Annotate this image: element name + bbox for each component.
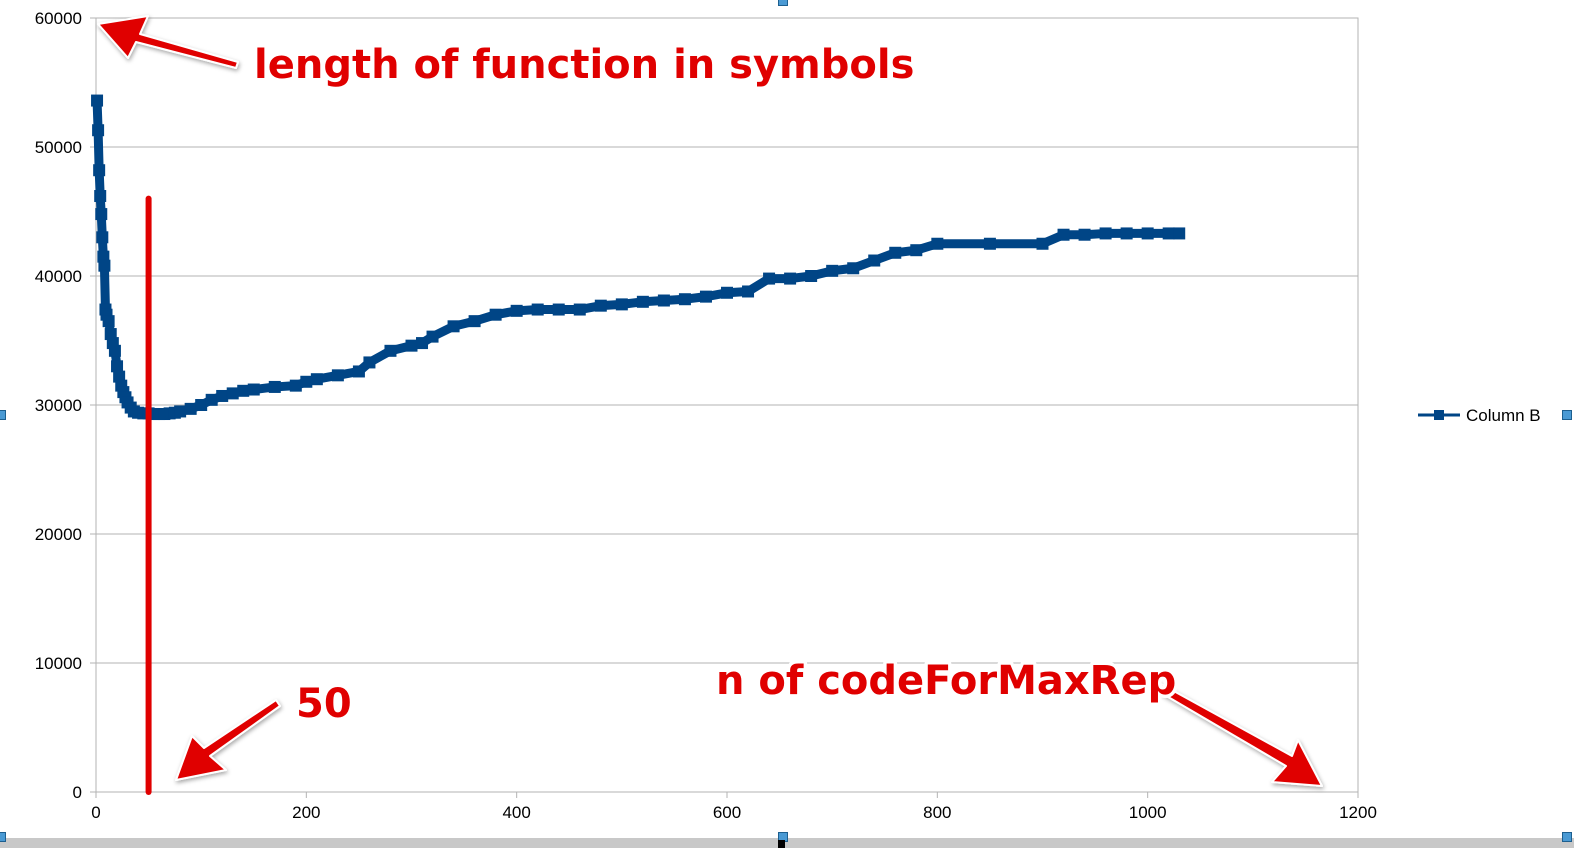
- annotation-n-of-codeformaxrep: n of codeForMaxRep: [716, 658, 1176, 704]
- series-layer: [91, 94, 1186, 421]
- data-point-0-32: [195, 399, 208, 411]
- data-point-0-70: [889, 246, 902, 259]
- data-point-0-65: [784, 272, 797, 285]
- data-point-0-0: [91, 94, 104, 107]
- selection-handle-bottom-left[interactable]: [0, 832, 6, 842]
- data-point-0-34: [216, 389, 229, 402]
- data-point-0-15: [113, 370, 126, 383]
- x-tick-label-200: 200: [292, 803, 320, 822]
- selection-handle-middle-left[interactable]: [0, 410, 6, 420]
- annotation-50: 50: [296, 681, 352, 727]
- arrow-up-left-icon: [97, 15, 239, 69]
- x-tick-label-1000: 1000: [1129, 803, 1167, 822]
- data-point-0-39: [289, 379, 302, 392]
- data-point-0-71: [910, 244, 923, 257]
- data-point-0-81: [1173, 227, 1186, 240]
- data-point-0-4: [95, 208, 108, 221]
- y-tick-label-40000: 40000: [35, 267, 82, 286]
- data-point-0-76: [1078, 228, 1091, 241]
- axis-ticks: 0 10000 20000 30000 40000 50000 60000 0 200 400 60…: [35, 9, 1377, 822]
- data-point-0-2: [93, 164, 106, 177]
- data-point-0-5: [96, 231, 109, 244]
- x-tick-label-1200: 1200: [1339, 803, 1377, 822]
- data-point-0-42: [331, 369, 344, 382]
- data-point-0-62: [721, 286, 733, 299]
- data-point-0-40: [300, 375, 313, 388]
- data-point-0-69: [868, 254, 881, 267]
- data-point-0-44: [363, 356, 376, 369]
- data-point-0-51: [489, 308, 502, 321]
- data-point-0-43: [352, 365, 365, 378]
- arrow-down-left-icon: [175, 699, 281, 781]
- y-tick-label-0: 0: [73, 783, 82, 802]
- y-tick-label-20000: 20000: [35, 525, 82, 544]
- data-point-0-7: [98, 259, 111, 272]
- window-bottom-strip: [0, 838, 1574, 848]
- data-point-0-38: [268, 380, 281, 393]
- text-cursor-marker: [778, 840, 785, 848]
- annotation-length-of-function: length of function in symbols: [254, 42, 914, 88]
- data-point-0-45: [384, 344, 397, 357]
- data-point-0-3: [94, 190, 107, 203]
- data-point-0-30: [174, 405, 187, 418]
- data-point-0-74: [1036, 237, 1049, 250]
- data-point-0-14: [111, 360, 124, 373]
- data-point-0-55: [573, 303, 586, 316]
- data-point-0-60: [678, 293, 691, 306]
- data-point-0-36: [237, 384, 250, 397]
- data-point-0-59: [657, 294, 670, 307]
- x-tick-label-400: 400: [502, 803, 530, 822]
- data-point-0-49: [447, 320, 460, 333]
- selection-handle-top-center[interactable]: [778, 0, 788, 6]
- y-tick-label-50000: 50000: [35, 138, 82, 157]
- y-tick-label-60000: 60000: [35, 9, 82, 28]
- data-point-0-61: [699, 290, 712, 303]
- data-point-0-33: [205, 393, 218, 406]
- data-point-0-73: [983, 237, 996, 250]
- data-point-0-48: [426, 330, 439, 343]
- data-point-0-41: [310, 373, 323, 386]
- data-point-0-66: [805, 270, 818, 282]
- data-point-0-53: [531, 303, 544, 316]
- data-point-0-37: [247, 383, 260, 396]
- data-point-0-58: [636, 295, 649, 308]
- data-point-0-78: [1120, 227, 1133, 240]
- data-point-0-77: [1099, 227, 1112, 240]
- data-point-0-68: [847, 262, 860, 275]
- data-point-0-50: [468, 315, 481, 328]
- data-point-0-75: [1057, 228, 1070, 241]
- y-tick-label-10000: 10000: [35, 654, 82, 673]
- selection-handle-middle-right[interactable]: [1562, 410, 1572, 420]
- data-point-0-63: [742, 285, 755, 298]
- data-point-0-56: [594, 299, 607, 312]
- selection-handle-bottom-right[interactable]: [1562, 832, 1572, 842]
- data-point-0-57: [615, 298, 628, 311]
- x-tick-label-600: 600: [713, 803, 741, 822]
- data-point-0-67: [826, 264, 839, 277]
- data-point-0-80: [1162, 227, 1175, 240]
- legend-marker-icon: [1434, 410, 1444, 420]
- data-point-0-1: [92, 124, 105, 137]
- data-point-0-6: [97, 250, 110, 263]
- data-point-0-52: [510, 304, 523, 317]
- arrow-down-right-icon: [1145, 677, 1323, 787]
- data-point-0-46: [405, 339, 418, 352]
- data-point-0-10: [102, 315, 115, 328]
- y-tick-label-30000: 30000: [35, 396, 82, 415]
- data-point-0-47: [416, 337, 429, 350]
- data-point-0-13: [108, 344, 121, 357]
- data-point-0-11: [104, 328, 117, 341]
- data-point-0-54: [552, 303, 565, 316]
- data-point-0-31: [184, 402, 197, 415]
- data-point-0-72: [931, 237, 944, 250]
- data-point-0-79: [1141, 227, 1154, 240]
- data-point-0-35: [226, 387, 239, 400]
- legend: Column B: [1418, 406, 1541, 425]
- x-tick-label-0: 0: [91, 803, 100, 822]
- data-point-0-64: [763, 272, 776, 285]
- legend-entry-column-b: Column B: [1466, 406, 1541, 425]
- x-tick-label-800: 800: [923, 803, 951, 822]
